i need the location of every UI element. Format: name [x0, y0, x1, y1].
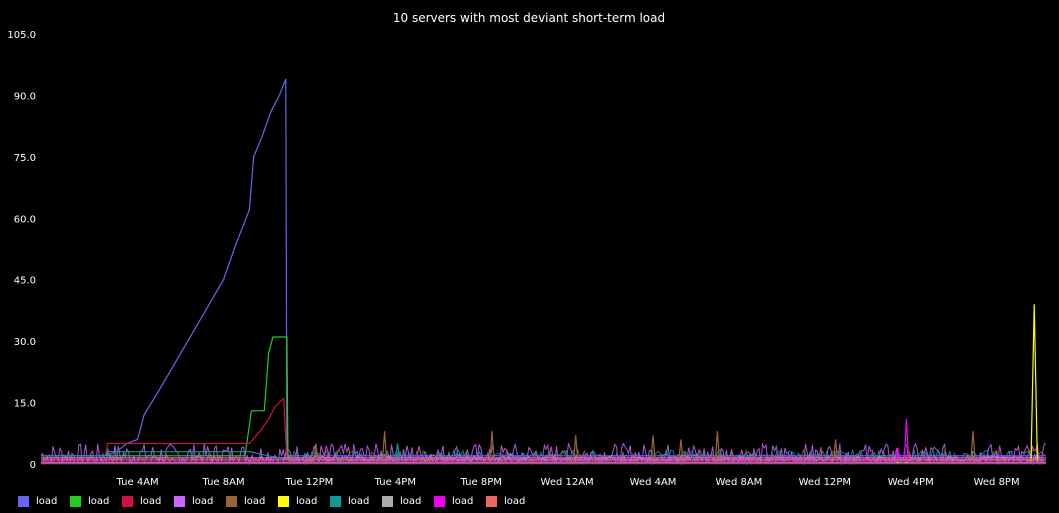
- series-line-6: [41, 304, 1046, 464]
- legend-label: load: [88, 495, 110, 507]
- series-layer: [41, 78, 1046, 464]
- legend-item[interactable]: load: [434, 493, 486, 509]
- x-tick-label: Tue 4PM: [374, 477, 416, 488]
- legend-swatch: [382, 495, 393, 507]
- series-line-3: [41, 397, 1046, 461]
- legend-label: load: [296, 495, 318, 507]
- y-tick-label: 30.0: [14, 337, 36, 348]
- y-tick-label: 0: [30, 460, 36, 471]
- x-tick-label: Tue 12PM: [285, 477, 334, 488]
- x-tick-label: Wed 12AM: [541, 477, 594, 488]
- legend-swatch: [278, 495, 289, 507]
- series-line-1: [41, 78, 1046, 457]
- legend-label: load: [504, 495, 526, 507]
- legend-item[interactable]: load: [174, 493, 226, 509]
- x-tick-label: Wed 8AM: [716, 477, 763, 488]
- series-line-5: [41, 431, 1046, 463]
- legend-item[interactable]: load: [18, 493, 70, 509]
- legend-item[interactable]: load: [226, 493, 278, 509]
- legend-item[interactable]: load: [278, 493, 330, 509]
- x-tick-label: Tue 4AM: [116, 477, 159, 488]
- x-tick-label: Wed 8PM: [974, 477, 1020, 488]
- legend-swatch: [486, 495, 497, 507]
- y-tick-label: 45.0: [14, 276, 36, 287]
- y-tick-label: 60.0: [14, 214, 36, 225]
- x-tick-label: Wed 12PM: [799, 477, 851, 488]
- chart-title: 10 servers with most deviant short-term …: [393, 11, 665, 25]
- legend-label: load: [140, 495, 162, 507]
- legend-label: load: [192, 495, 214, 507]
- y-tick-label: 75.0: [14, 153, 36, 164]
- legend-item[interactable]: load: [382, 493, 434, 509]
- legend-item[interactable]: load: [486, 493, 538, 509]
- legend-swatch: [122, 495, 133, 507]
- legend-swatch: [174, 495, 185, 507]
- x-tick-label: Tue 8PM: [460, 477, 502, 488]
- x-axis: Tue 4AM Tue 8AM Tue 12PM Tue 4PM Tue 8PM Wed …: [116, 477, 1020, 488]
- x-tick-label: Wed 4PM: [888, 477, 934, 488]
- series-line-2: [41, 336, 1046, 461]
- y-tick-label: 105.0: [7, 30, 36, 41]
- legend-swatch: [226, 495, 237, 507]
- legend-label: load: [348, 495, 370, 507]
- legend-swatch: [434, 495, 445, 507]
- legend-label: load: [244, 495, 266, 507]
- legend-label: load: [400, 495, 422, 507]
- legend-item[interactable]: load: [330, 493, 382, 509]
- legend-swatch: [18, 495, 29, 507]
- x-tick-label: Tue 8AM: [201, 477, 244, 488]
- legend-label: load: [36, 495, 58, 507]
- legend-item[interactable]: load: [122, 493, 174, 509]
- legend-swatch: [70, 495, 81, 507]
- legend-item[interactable]: load: [70, 493, 122, 509]
- legend: load load load load load load load load load load: [18, 493, 538, 509]
- y-axis: 0 15.0 30.0 45.0 60.0 75.0 90.0 105.0: [7, 30, 1046, 471]
- x-tick-label: Wed 4AM: [630, 477, 677, 488]
- y-tick-label: 15.0: [14, 399, 36, 410]
- legend-swatch: [330, 495, 341, 507]
- legend-label: load: [452, 495, 474, 507]
- y-tick-label: 90.0: [14, 91, 36, 102]
